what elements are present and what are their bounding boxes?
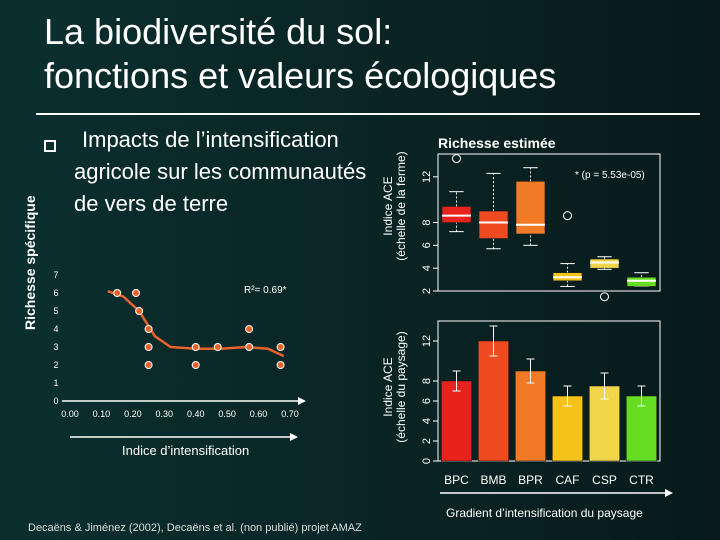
scatter-y-tick-label: 3 [53, 342, 58, 352]
scatter-x-tick-label: 0.10 [93, 409, 111, 419]
bar-category-label: CAF [556, 473, 580, 487]
bar-bpc [441, 380, 472, 462]
bar-category-label: BPC [444, 473, 469, 487]
bullet-line-3: de vers de terre [74, 191, 229, 216]
scatter-point [213, 343, 222, 351]
bar-y-tick-label: 4 [421, 418, 433, 424]
gradient-arrow-head-icon [665, 489, 673, 497]
scatter-point [191, 343, 200, 351]
bar-category-label: BMB [480, 473, 506, 487]
scatter-y-tick-label: 1 [53, 378, 58, 388]
scatter-y-tick-label: 6 [53, 288, 58, 298]
bar-bpr [515, 370, 546, 462]
scatter-x-tick-label: 0.60 [250, 409, 268, 419]
scatter-y-tick-label: 0 [53, 396, 58, 406]
scatter-trend-line [107, 290, 285, 358]
bar-y-tick-label: 0 [421, 458, 433, 464]
scatter-x-label: Indice d’intensification [122, 443, 250, 458]
scatter-point [144, 325, 153, 333]
footer-citation: Decaëns & Jiménez (2002), Decaëns et al.… [28, 522, 362, 534]
bar-x-label: Gradient d’intensification du paysage [446, 506, 643, 520]
scatter-x-tick-label: 0.20 [124, 409, 142, 419]
scatter-point [276, 361, 285, 369]
bar-csp [589, 385, 620, 462]
scatter-x-tick-label: 0.50 [218, 409, 236, 419]
box-csp [589, 258, 620, 269]
scatter-point [135, 307, 144, 315]
bar-chart-frame [437, 320, 661, 462]
scatter-point [245, 325, 254, 333]
title-divider [36, 113, 700, 115]
box-bpr [515, 181, 546, 235]
scatter-y-tick-label: 5 [53, 306, 58, 316]
scatter-point [144, 361, 153, 369]
bar-category-label: BPR [518, 473, 543, 487]
bar-caf [552, 395, 583, 462]
intensification-arrow-head-icon [290, 433, 298, 441]
box-y-tick-label: 12 [421, 171, 433, 183]
scatter-point [144, 343, 153, 351]
box-bmb [478, 210, 509, 239]
scatter-x-tick-label: 0.40 [187, 409, 205, 419]
bar-category-label: CSP [592, 473, 617, 487]
bar-y-tick-label: 8 [421, 378, 433, 384]
bar-y-tick-label: 12 [421, 335, 433, 347]
bullet-line-1: Impacts de l’intensification [82, 127, 339, 152]
bar-category-label: CTR [629, 473, 654, 487]
bar-y-tick-label: 2 [421, 438, 433, 444]
bar-y-tick-label: 6 [421, 398, 433, 404]
box-plot-frame [437, 153, 661, 292]
scatter-point [245, 343, 254, 351]
bar-ctr [626, 395, 657, 462]
box-y-tick-label: 4 [421, 265, 433, 271]
box-chart-title: Richesse estimée [438, 135, 556, 151]
scatter-point [191, 361, 200, 369]
scatter-y-tick-label: 2 [53, 360, 58, 370]
scatter-x-tick-label: 0.00 [61, 409, 79, 419]
box-chart-annotation: * (p = 5.53e-05) [575, 170, 645, 181]
scatter-point [276, 343, 285, 351]
bullet-square-icon [44, 140, 56, 152]
box-outlier [452, 154, 461, 164]
bullet-line-2: agricole sur les communautés [74, 159, 367, 184]
scatter-x-tick-label: 0.70 [281, 409, 299, 419]
scatter-x-tick-label: 0.30 [156, 409, 174, 419]
box-y-tick-label: 8 [421, 219, 433, 225]
scatter-y-tick-label: 7 [53, 270, 58, 280]
bullet-text: Impacts de l’intensification agricole su… [74, 124, 404, 220]
scatter-point [132, 289, 140, 297]
box-ctr [626, 277, 657, 287]
box-y-tick-label: 6 [421, 242, 433, 248]
box-y-tick-label: 2 [421, 288, 433, 294]
bar-bmb [478, 340, 509, 462]
scatter-y-tick-label: 4 [53, 324, 58, 334]
box-outlier [600, 292, 609, 302]
box-outlier [563, 211, 572, 221]
box-bpc [441, 206, 472, 223]
title-line-1: La biodiversité du sol: [44, 11, 393, 52]
slide-title: La biodiversité du sol: fonctions et val… [44, 10, 684, 98]
title-line-2: fonctions et valeurs écologiques [44, 55, 557, 96]
scatter-point [113, 289, 122, 297]
scatter-x-arrow-icon [298, 397, 306, 405]
scatter-r2-annotation: R²= 0.69* [244, 285, 287, 296]
